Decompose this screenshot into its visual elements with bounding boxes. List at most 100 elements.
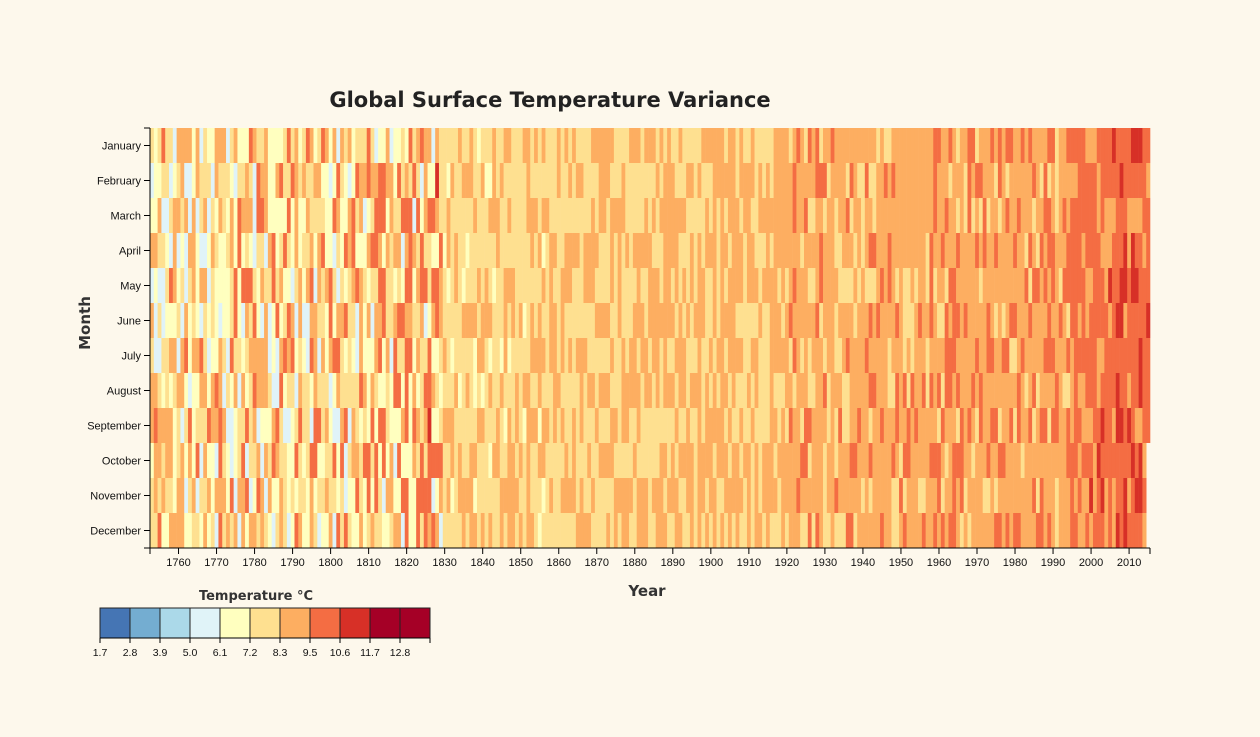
heat-cell (393, 513, 398, 548)
heat-cell (716, 373, 721, 408)
heat-cell (944, 443, 949, 478)
heat-cell (423, 338, 428, 373)
heat-cell (956, 233, 961, 268)
heat-cell (735, 198, 740, 233)
heat-cell (880, 198, 885, 233)
heat-cell (750, 268, 755, 303)
heat-cell (769, 233, 774, 268)
heat-cell (978, 198, 983, 233)
heat-cell (701, 513, 706, 548)
heat-cell (450, 303, 455, 338)
heat-cell (214, 373, 219, 408)
heat-cell (655, 373, 660, 408)
heat-cell (419, 303, 425, 338)
heat-cell (1100, 408, 1105, 443)
heat-cell (731, 338, 736, 373)
heat-cell (1066, 478, 1071, 513)
heat-cell (1032, 128, 1037, 163)
heat-cell (210, 163, 215, 198)
heat-cell (1085, 513, 1090, 548)
heat-cell (264, 338, 269, 373)
heat-cell (165, 338, 170, 373)
heat-cell (184, 303, 189, 338)
heat-cell (317, 268, 322, 303)
heat-cell (1070, 513, 1075, 548)
heat-cell (948, 128, 953, 163)
heat-cell (967, 268, 972, 303)
heat-cell (522, 128, 527, 163)
heat-cell (378, 198, 383, 233)
heat-cell (442, 443, 447, 478)
heat-cell (264, 128, 269, 163)
heat-cell (617, 128, 622, 163)
heat-cell (1073, 198, 1079, 233)
heat-cell (526, 408, 531, 443)
heat-cell (237, 338, 242, 373)
heat-cell (233, 338, 238, 373)
heat-cell (203, 513, 208, 548)
heat-cell (271, 513, 276, 548)
heat-cell (750, 233, 755, 268)
heat-cell (632, 233, 637, 268)
heat-cell (978, 303, 983, 338)
heat-cell (1111, 233, 1117, 268)
heat-cell (302, 303, 307, 338)
heat-cell (815, 478, 820, 513)
heat-cell (1127, 233, 1132, 268)
heat-cell (792, 513, 797, 548)
heat-cell (739, 268, 744, 303)
heat-cell (1111, 128, 1117, 163)
heat-cell (997, 268, 1003, 303)
heat-cell (937, 338, 942, 373)
heat-cell (477, 233, 482, 268)
heat-cell (393, 373, 398, 408)
heat-cell (735, 338, 740, 373)
heat-cell (990, 513, 995, 548)
heat-cell (294, 338, 299, 373)
heat-cell (937, 478, 942, 513)
heat-cell (758, 338, 763, 373)
heat-cell (807, 128, 812, 163)
heat-cell (948, 303, 953, 338)
heat-cell (214, 443, 219, 478)
heat-cell (298, 198, 303, 233)
heat-cell (229, 198, 234, 233)
x-tick-label: 1980 (1003, 557, 1027, 569)
heat-cell (621, 408, 626, 443)
heat-cell (891, 513, 896, 548)
heat-cell (716, 163, 721, 198)
heat-cell (712, 163, 717, 198)
heat-cell (815, 443, 820, 478)
heat-cell (1016, 268, 1022, 303)
heat-cell (305, 513, 310, 548)
heat-cell (1115, 128, 1120, 163)
heat-cell (302, 478, 307, 513)
heat-cell (997, 233, 1003, 268)
heat-cell (823, 198, 828, 233)
heat-cell (644, 163, 649, 198)
heat-cell (868, 373, 873, 408)
heat-cell (781, 163, 786, 198)
heat-cell (496, 513, 501, 548)
heat-cell (1051, 338, 1056, 373)
heat-cell (594, 338, 599, 373)
heat-cell (1058, 338, 1063, 373)
heat-cell (222, 443, 227, 478)
heat-cell (868, 268, 873, 303)
heat-cell (887, 338, 892, 373)
heat-cell (773, 373, 778, 408)
heat-cell (895, 233, 900, 268)
x-tick-label: 1870 (585, 557, 609, 569)
heat-cell (1001, 373, 1006, 408)
heat-cell (967, 128, 972, 163)
heat-cell (845, 338, 850, 373)
heat-cell (727, 338, 733, 373)
heat-cell (788, 478, 793, 513)
heat-cell (651, 338, 656, 373)
heat-cell (427, 303, 432, 338)
heat-cell (929, 443, 934, 478)
heat-cell (940, 198, 945, 233)
heat-cell (229, 338, 234, 373)
heat-cell (1032, 443, 1037, 478)
heat-cell (499, 303, 504, 338)
